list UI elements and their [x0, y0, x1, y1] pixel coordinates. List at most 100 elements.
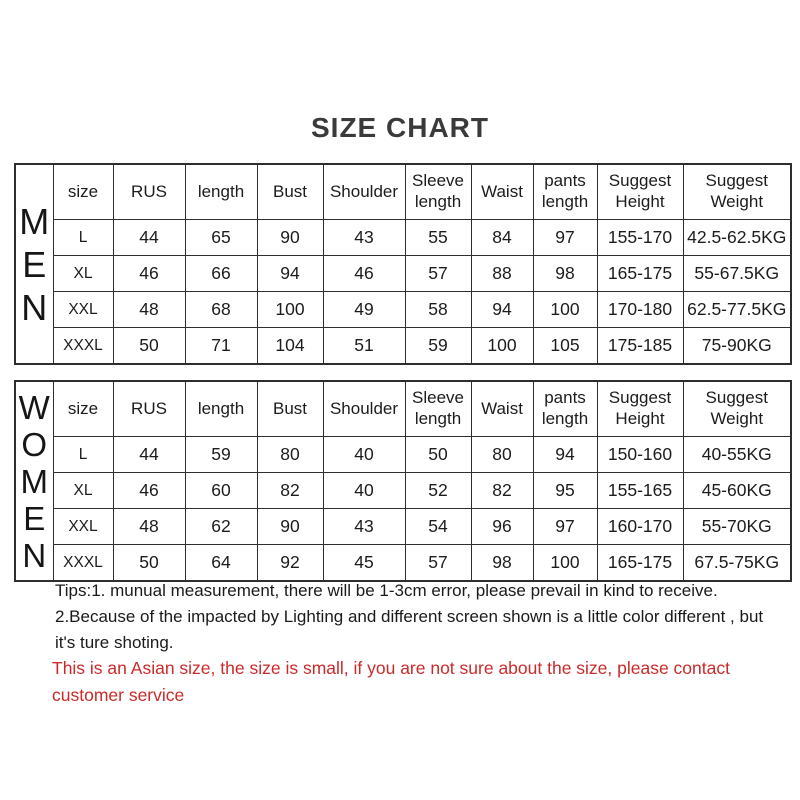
table-cell: 43 — [322, 219, 406, 256]
table-cell: 46 — [112, 255, 186, 292]
table-cell: 68 — [184, 291, 258, 328]
table-cell: 165-175 — [596, 255, 684, 292]
table-cell: 71 — [184, 327, 258, 365]
table-cell: 46 — [112, 472, 186, 509]
column-header-pants-length: pants length — [532, 163, 598, 220]
table-cell: 40 — [322, 472, 406, 509]
table-cell: 75-90KG — [682, 327, 792, 365]
table-cell: XXXL — [52, 327, 114, 365]
table-cell: 64 — [184, 544, 258, 582]
table-cell: 92 — [256, 544, 324, 582]
table-cell: 51 — [322, 327, 406, 365]
column-header-shoulder: Shoulder — [322, 380, 406, 437]
table-cell: 57 — [404, 544, 472, 582]
column-header-shoulder: Shoulder — [322, 163, 406, 220]
table-cell: 59 — [404, 327, 472, 365]
table-cell: 97 — [532, 508, 598, 545]
women-row-xxl: XXL 48 62 90 43 54 96 97 160-170 55-70KG — [15, 508, 792, 545]
column-header-bust: Bust — [256, 380, 324, 437]
table-cell: 80 — [470, 436, 534, 473]
column-header-waist: Waist — [470, 163, 534, 220]
table-cell: L — [52, 219, 114, 256]
table-cell: 98 — [470, 544, 534, 582]
women-row-xl: XL 46 60 82 40 52 82 95 155-165 45-60KG — [15, 472, 792, 509]
table-cell: 100 — [470, 327, 534, 365]
table-cell: 96 — [470, 508, 534, 545]
table-cell: 94 — [256, 255, 324, 292]
column-header-rus: RUS — [112, 380, 186, 437]
column-header-sleeve-length: Sleeve length — [404, 163, 472, 220]
table-cell: 98 — [532, 255, 598, 292]
table-cell: L — [52, 436, 114, 473]
table-cell: 58 — [404, 291, 472, 328]
table-cell: 84 — [470, 219, 534, 256]
table-cell: 45-60KG — [682, 472, 792, 509]
table-cell: 48 — [112, 508, 186, 545]
men-row-l: L 44 65 90 43 55 84 97 155-170 42.5-62.5… — [15, 219, 792, 256]
column-header-size: size — [52, 163, 114, 220]
table-cell: 45 — [322, 544, 406, 582]
column-header-pants-length: pants length — [532, 380, 598, 437]
tips-text: Tips:1. munual measurement, there will b… — [55, 578, 785, 656]
column-header-suggest-weight: Suggest Weight — [682, 380, 792, 437]
table-cell: 80 — [256, 436, 324, 473]
table-cell: 60 — [184, 472, 258, 509]
women-row-l: L 44 59 80 40 50 80 94 150-160 40-55KG — [15, 436, 792, 473]
column-header-suggest-weight: Suggest Weight — [682, 163, 792, 220]
men-row-xl: XL 46 66 94 46 57 88 98 165-175 55-67.5K… — [15, 255, 792, 292]
table-cell: 94 — [470, 291, 534, 328]
column-header-suggest-height: Suggest Height — [596, 163, 684, 220]
table-cell: 90 — [256, 219, 324, 256]
table-cell: XL — [52, 255, 114, 292]
table-cell: 67.5-75KG — [682, 544, 792, 582]
table-cell: XXXL — [52, 544, 114, 582]
women-row-xxxl: XXXL 50 64 92 45 57 98 100 165-175 67.5-… — [15, 544, 792, 582]
table-cell: 82 — [256, 472, 324, 509]
table-cell: 57 — [404, 255, 472, 292]
table-cell: 49 — [322, 291, 406, 328]
table-cell: 90 — [256, 508, 324, 545]
table-cell: XXL — [52, 291, 114, 328]
table-cell: 82 — [470, 472, 534, 509]
column-header-waist: Waist — [470, 380, 534, 437]
table-cell: 88 — [470, 255, 534, 292]
table-cell: 42.5-62.5KG — [682, 219, 792, 256]
column-header-rus: RUS — [112, 163, 186, 220]
column-header-length: length — [184, 380, 258, 437]
table-cell: 59 — [184, 436, 258, 473]
column-header-length: length — [184, 163, 258, 220]
table-cell: 50 — [112, 544, 186, 582]
asian-size-warning: This is an Asian size, the size is small… — [52, 658, 730, 705]
table-cell: 100 — [532, 291, 598, 328]
column-header-size: size — [52, 380, 114, 437]
column-header-bust: Bust — [256, 163, 324, 220]
table-cell: 52 — [404, 472, 472, 509]
table-cell: 44 — [112, 436, 186, 473]
table-cell: 55-70KG — [682, 508, 792, 545]
tip-line-1: Tips:1. munual measurement, there will b… — [55, 581, 718, 600]
table-cell: 95 — [532, 472, 598, 509]
table-cell: 62.5-77.5KG — [682, 291, 792, 328]
table-cell: 155-165 — [596, 472, 684, 509]
table-cell: 50 — [404, 436, 472, 473]
table-cell: 155-170 — [596, 219, 684, 256]
tip-line-2: 2.Because of the impacted by Lighting an… — [55, 607, 764, 652]
table-cell: 66 — [184, 255, 258, 292]
table-cell: 170-180 — [596, 291, 684, 328]
table-cell: 46 — [322, 255, 406, 292]
column-header-sleeve-length: Sleeve length — [404, 380, 472, 437]
page-title: SIZE CHART — [311, 112, 489, 143]
table-cell: XXL — [52, 508, 114, 545]
table-cell: 150-160 — [596, 436, 684, 473]
table-cell: 165-175 — [596, 544, 684, 582]
table-cell: 104 — [256, 327, 324, 365]
table-cell: 97 — [532, 219, 598, 256]
table-cell: 40 — [322, 436, 406, 473]
